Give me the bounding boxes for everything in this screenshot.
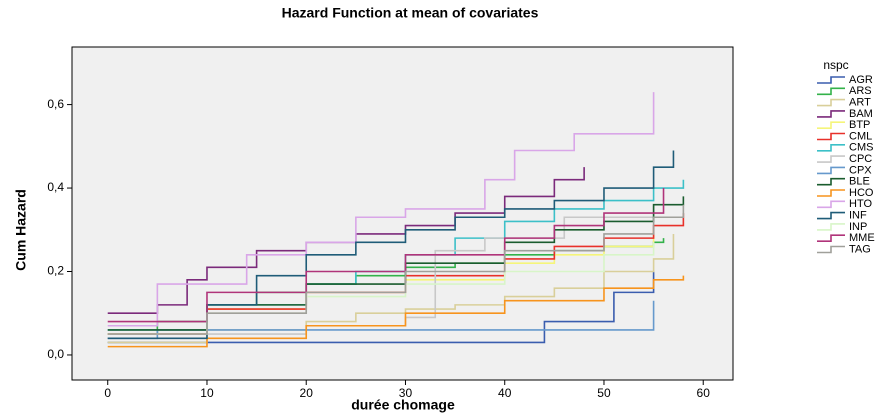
legend-text: INP <box>849 221 867 233</box>
legend-text: CML <box>849 130 872 142</box>
series-line <box>107 92 655 327</box>
legend-swatch <box>817 76 845 84</box>
legend-swatch <box>817 144 845 152</box>
series-line <box>107 271 655 344</box>
legend-swatch <box>817 211 845 220</box>
legend-swatch <box>817 234 845 242</box>
legend-swatch <box>817 87 845 96</box>
legend-swatch <box>817 223 845 231</box>
legend-text: MME <box>849 232 875 244</box>
legend-text: CPX <box>849 164 872 176</box>
legend-text: ART <box>849 97 871 109</box>
legend-swatch <box>817 166 845 175</box>
legend-swatch <box>817 189 845 197</box>
legend-text: CMS <box>849 142 873 154</box>
legend-text: BAM <box>849 108 873 120</box>
legend-swatch <box>817 110 845 118</box>
legend-text: BTP <box>849 119 870 131</box>
x-tick-label: 20 <box>300 386 314 400</box>
series-line <box>107 150 675 340</box>
x-tick-label: 50 <box>597 386 611 400</box>
y-tick-label: 0,4 <box>47 180 64 194</box>
legend-text: CPC <box>849 153 872 165</box>
x-tick-label: 0 <box>104 386 111 400</box>
legend-text: AGR <box>849 74 873 86</box>
legend-swatch <box>817 245 845 254</box>
legend-text: BLE <box>849 176 870 188</box>
legend-text: INF <box>849 210 867 222</box>
series-line <box>107 204 655 340</box>
x-tick-label: 30 <box>399 386 413 400</box>
legend-text: HTO <box>849 198 872 210</box>
legend-text: TAG <box>849 243 871 255</box>
x-tick-label: 40 <box>498 386 512 400</box>
legend-swatch <box>817 155 845 163</box>
y-axis-title: Cum Hazard <box>13 189 29 271</box>
legend-swatch <box>817 200 845 209</box>
y-tick-label: 0,2 <box>47 264 64 278</box>
legend-title: nspc <box>823 58 848 72</box>
y-tick-label: 0,6 <box>47 97 64 111</box>
legend-text: ARS <box>849 85 872 97</box>
legend-swatch <box>817 121 845 129</box>
y-tick-label: 0,0 <box>47 347 64 361</box>
series-line <box>107 275 685 348</box>
legend-text: HCO <box>849 187 874 199</box>
legend-swatch <box>817 177 845 186</box>
series-line <box>107 204 685 335</box>
x-tick-label: 60 <box>697 386 711 400</box>
legend-swatch <box>817 98 845 107</box>
chart-title: Hazard Function at mean of covariates <box>282 5 539 21</box>
x-axis-title: durée chomage <box>351 397 455 413</box>
legend-swatch <box>817 132 845 141</box>
x-tick-label: 10 <box>200 386 214 400</box>
